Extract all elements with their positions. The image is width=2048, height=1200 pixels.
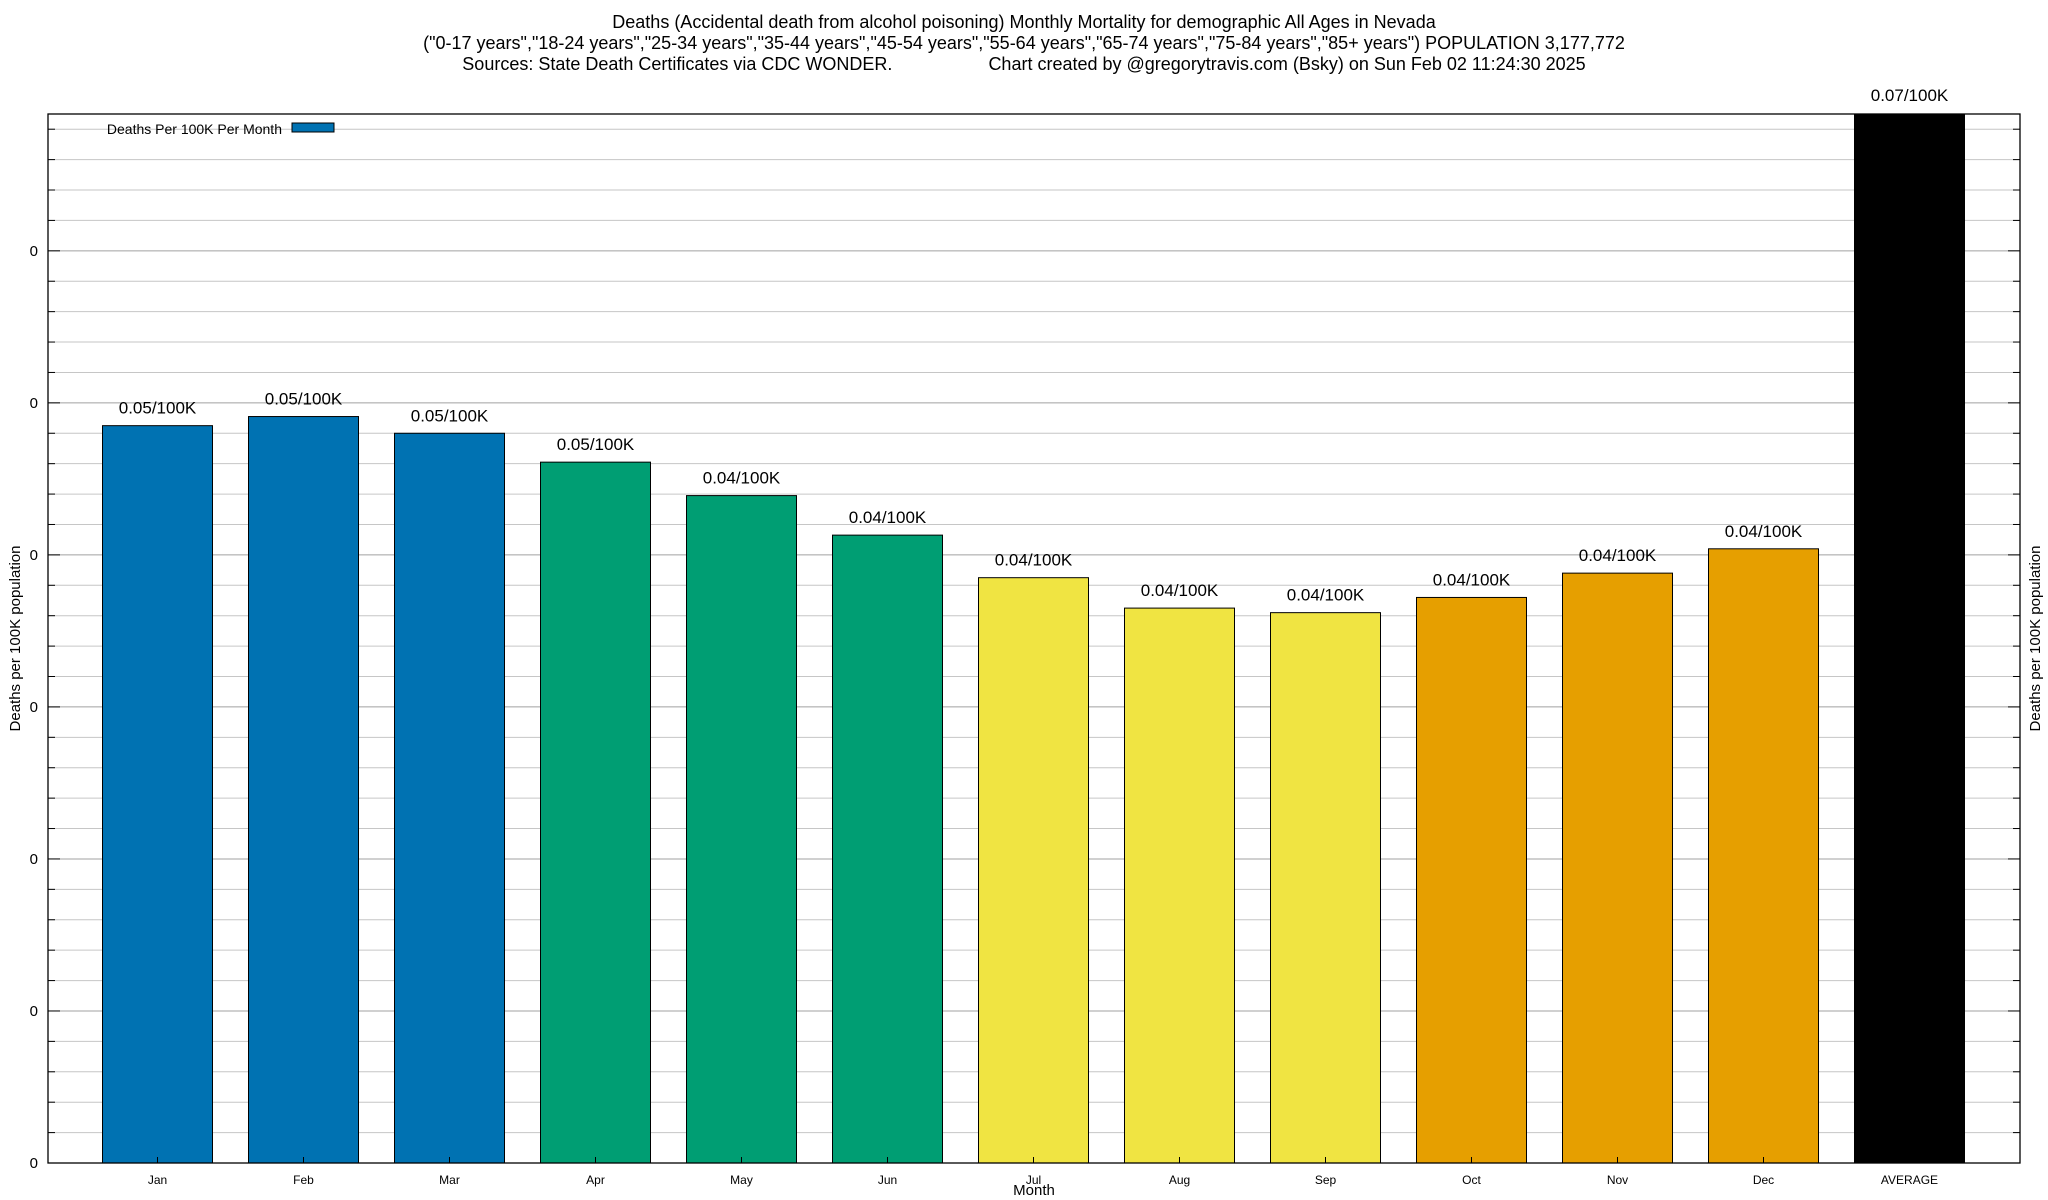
bar-mar (394, 432, 505, 1164)
legend-swatch (291, 122, 335, 133)
data-label-nov: 0.04/100K (1579, 546, 1657, 565)
y-axis-title-right: Deaths per 100K population (2027, 546, 2044, 732)
y-tick-label: 0 (30, 1003, 38, 1020)
bars (102, 113, 1965, 1164)
x-tick-label-oct: Oct (1462, 1173, 1481, 1187)
data-label-may: 0.04/100K (703, 469, 781, 488)
data-label-feb: 0.05/100K (265, 390, 343, 409)
chart-source-line: Sources: State Death Certificates via CD… (0, 54, 2048, 75)
legend-label: Deaths Per 100K Per Month (107, 121, 282, 137)
x-tick-label-dec: Dec (1753, 1173, 1774, 1187)
data-label-aug: 0.04/100K (1141, 581, 1219, 600)
x-tick-label-jun: Jun (878, 1173, 897, 1187)
data-label-dec: 0.04/100K (1725, 522, 1803, 541)
data-label-mar: 0.05/100K (411, 406, 489, 425)
y-axis-ticks: 0 0 0 0 0 0 0 (30, 128, 2020, 1172)
x-tick-label-average: AVERAGE (1881, 1173, 1938, 1187)
x-tick-label-mar: Mar (439, 1173, 460, 1187)
x-tick-label-nov: Nov (1607, 1173, 1628, 1187)
chart-sources: Sources: State Death Certificates via CD… (462, 54, 893, 74)
data-label-sep: 0.04/100K (1287, 586, 1365, 605)
y-tick-label: 0 (30, 851, 38, 868)
x-tick-label-apr: Apr (586, 1173, 605, 1187)
x-tick-label-feb: Feb (293, 1173, 314, 1187)
bar-may (686, 495, 797, 1164)
x-tick-label-jul: Jul (1026, 1173, 1041, 1187)
chart-title: Deaths (Accidental death from alcohol po… (612, 12, 1436, 32)
x-tick-label-aug: Aug (1169, 1173, 1190, 1187)
bar-oct (1416, 596, 1527, 1164)
x-axis-title: Month (1013, 1182, 1055, 1199)
data-label-average: 0.07/100K (1871, 86, 1949, 105)
bar-nov (1562, 572, 1673, 1164)
bar-jul (978, 577, 1089, 1164)
bar-dec (1708, 548, 1819, 1164)
x-tick-label-jan: Jan (148, 1173, 167, 1187)
data-labels: 0.05/100K 0.05/100K 0.05/100K 0.05/100K 0.04… (119, 86, 1949, 605)
data-label-oct: 0.04/100K (1433, 570, 1511, 589)
y-tick-label: 0 (30, 395, 38, 412)
bar-sep (1270, 612, 1381, 1164)
bar-aug (1124, 607, 1235, 1164)
x-tick-label-sep: Sep (1315, 1173, 1337, 1187)
bar-average (1854, 113, 1965, 1164)
y-tick-label: 0 (30, 1155, 38, 1172)
plot-frame (47, 113, 2021, 1164)
data-label-apr: 0.05/100K (557, 435, 635, 454)
chart-credit: Chart created by @gregorytravis.com (Bsk… (988, 54, 1586, 74)
y-tick-label: 0 (30, 547, 38, 564)
bar-apr (540, 461, 651, 1164)
data-label-jan: 0.05/100K (119, 399, 197, 418)
data-label-jun: 0.04/100K (849, 508, 927, 527)
y-tick-label: 0 (30, 699, 38, 716)
bar-feb (248, 416, 359, 1164)
y-axis-title-left: Deaths per 100K population (7, 546, 24, 732)
bar-jun (832, 534, 943, 1164)
x-axis-ticks: Jan Feb Mar Apr May Jun Jul Aug Sep Oct Nov Dec AVER… (148, 1157, 1938, 1187)
data-label-jul: 0.04/100K (995, 551, 1073, 570)
legend: Deaths Per 100K Per Month (107, 121, 335, 137)
chart-header: Deaths (Accidental death from alcohol po… (0, 12, 2048, 75)
chart-subtitle: ("0-17 years","18-24 years","25-34 years… (423, 33, 1625, 53)
bar-jan (102, 425, 213, 1164)
x-tick-label-may: May (730, 1173, 753, 1187)
y-tick-label: 0 (30, 243, 38, 260)
